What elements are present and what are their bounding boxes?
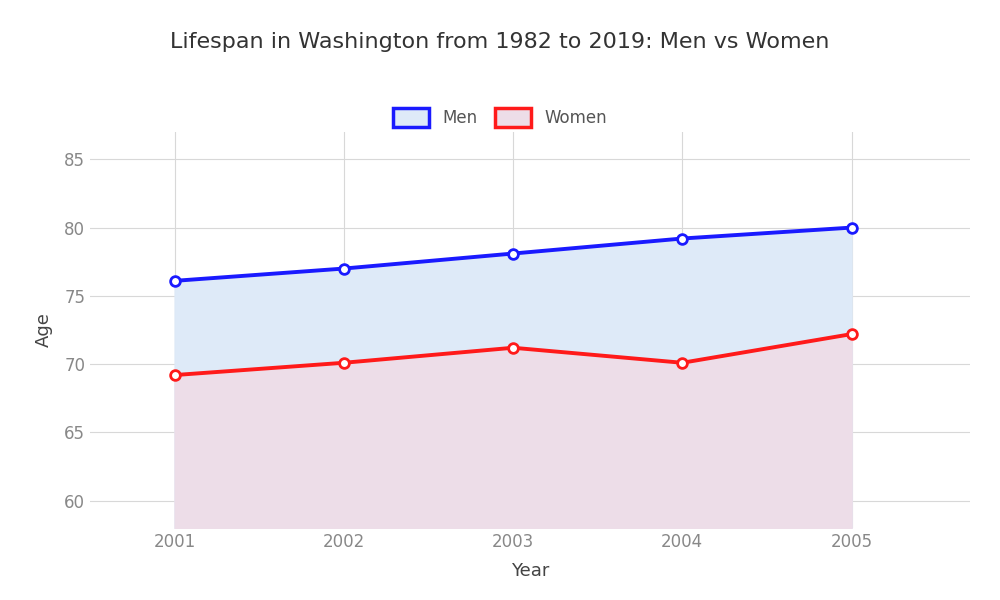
Text: Lifespan in Washington from 1982 to 2019: Men vs Women: Lifespan in Washington from 1982 to 2019… xyxy=(170,32,830,52)
Legend: Men, Women: Men, Women xyxy=(386,101,614,134)
Y-axis label: Age: Age xyxy=(35,313,53,347)
X-axis label: Year: Year xyxy=(511,562,549,580)
